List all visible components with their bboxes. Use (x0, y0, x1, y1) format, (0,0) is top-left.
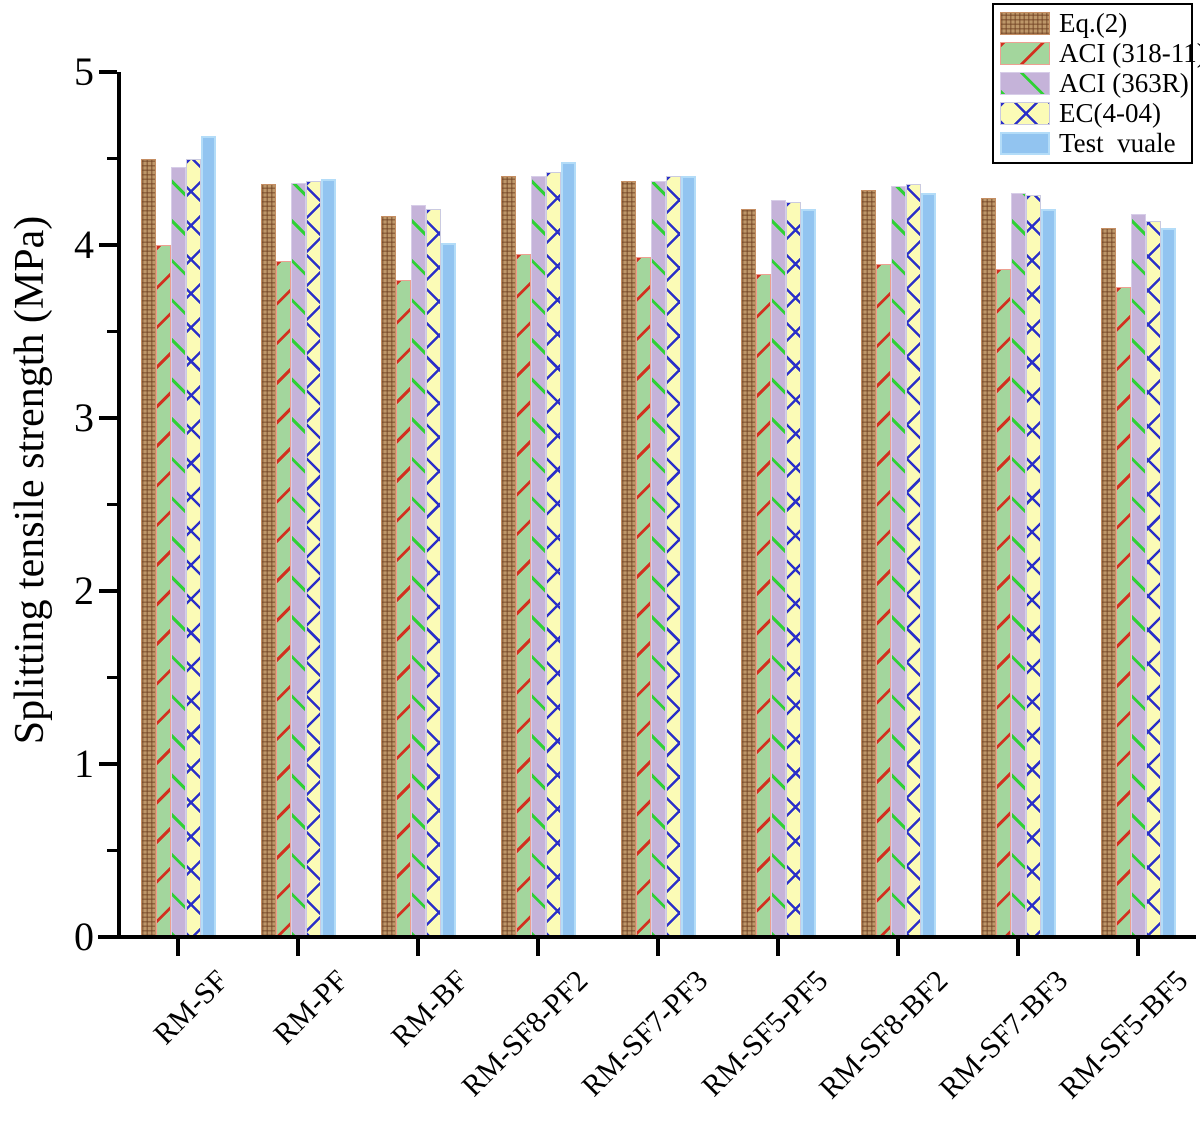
bar (530, 175, 546, 937)
y-minor-tick (107, 849, 117, 852)
bar (1130, 213, 1146, 937)
bar (380, 215, 396, 937)
bar (560, 161, 576, 937)
y-minor-tick (107, 676, 117, 679)
x-major-tick (536, 939, 540, 956)
bar (170, 167, 186, 937)
legend-swatch-green-backslash (1000, 72, 1050, 95)
bar (425, 208, 441, 937)
y-tick-label: 4 (74, 222, 94, 267)
bar (920, 193, 936, 937)
y-tick-label: 5 (74, 49, 94, 94)
bar (785, 201, 801, 937)
bar (860, 189, 876, 937)
legend: Eq.(2) ACI (318-11) ACI (363R) EC(4-04) Test… (992, 3, 1200, 164)
legend-label: ACI (318-11) (1059, 38, 1200, 68)
y-tick-label: 2 (74, 568, 94, 613)
bar (395, 279, 411, 937)
legend-label: Eq.(2) (1059, 8, 1128, 38)
bar (440, 243, 456, 937)
bar (995, 269, 1011, 937)
bar (1025, 194, 1041, 937)
legend-swatch-blue-cross (1000, 102, 1050, 125)
bar (755, 274, 771, 937)
bar (1115, 286, 1131, 937)
x-major-tick (1136, 939, 1140, 956)
bar (650, 181, 666, 937)
x-major-tick (176, 939, 180, 956)
bar (515, 253, 531, 937)
legend-label: EC(4-04) (1059, 98, 1161, 128)
legend-item: ACI (363R) (1000, 70, 1189, 97)
bar (260, 184, 276, 937)
y-tick-label: 1 (74, 741, 94, 786)
x-major-tick (656, 939, 660, 956)
x-major-tick (296, 939, 300, 956)
bar (620, 181, 636, 937)
x-major-tick (416, 939, 420, 956)
bar (305, 181, 321, 937)
legend-swatch-solid (1000, 132, 1050, 155)
y-minor-tick (107, 330, 117, 333)
legend-item: Test vuale (1000, 130, 1185, 157)
bar (1100, 227, 1116, 937)
bar (140, 158, 156, 937)
bar (980, 198, 996, 937)
bar (740, 208, 756, 937)
y-major-tick (99, 243, 117, 247)
y-major-tick (99, 589, 117, 593)
legend-swatch-brown-weave (1000, 12, 1050, 35)
x-major-tick (896, 939, 900, 956)
bar (665, 175, 681, 937)
x-major-tick (776, 939, 780, 956)
bar (770, 200, 786, 937)
x-axis-line (98, 935, 1196, 939)
y-major-tick (99, 762, 117, 766)
bar (545, 172, 561, 937)
bar (320, 179, 336, 937)
legend-item: Eq.(2) (1000, 10, 1185, 37)
bar (185, 158, 201, 937)
legend-label: ACI (363R) (1059, 68, 1189, 98)
bar (500, 175, 516, 937)
bar (680, 175, 696, 937)
plot-area (117, 72, 1185, 937)
bar (155, 245, 171, 937)
bar (410, 205, 426, 937)
legend-label: Test vuale (1059, 128, 1176, 158)
bar (1010, 193, 1026, 937)
bar (800, 208, 816, 937)
bar (1145, 220, 1161, 937)
y-major-tick (99, 416, 117, 420)
y-major-tick (99, 70, 117, 74)
y-minor-tick (107, 503, 117, 506)
y-minor-tick (107, 157, 117, 160)
bar (200, 136, 216, 937)
x-major-tick (1016, 939, 1020, 956)
bar (275, 260, 291, 937)
bar (635, 257, 651, 937)
y-axis-title: Splitting tensile strength (MPa) (7, 215, 53, 745)
y-tick-label: 0 (74, 914, 94, 959)
bar (1160, 227, 1176, 937)
bar (890, 186, 906, 937)
legend-item: ACI (318-11) (1000, 40, 1200, 67)
bar (290, 182, 306, 937)
legend-swatch-red-slash (1000, 42, 1050, 65)
bar (875, 264, 891, 937)
y-tick-label: 3 (74, 395, 94, 440)
legend-item: EC(4-04) (1000, 100, 1185, 127)
y-major-tick (99, 935, 117, 939)
bar (905, 184, 921, 937)
bar (1040, 208, 1056, 937)
